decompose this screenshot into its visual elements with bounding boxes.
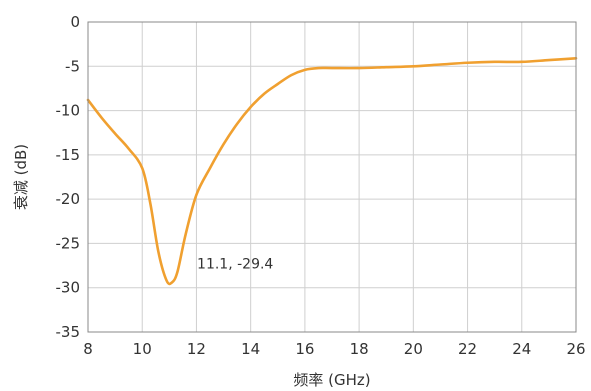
x-tick-label: 8 xyxy=(83,340,93,358)
x-tick-label: 10 xyxy=(133,340,152,358)
plot-border xyxy=(87,21,577,333)
x-tick-label: 12 xyxy=(187,340,206,358)
x-tick-label: 20 xyxy=(404,340,423,358)
y-tick-label: 0 xyxy=(70,13,80,31)
minimum-annotation: 11.1, -29.4 xyxy=(197,256,273,272)
x-tick-label: 14 xyxy=(241,340,260,358)
y-tick-label: -30 xyxy=(56,279,81,297)
y-tick-label: -10 xyxy=(56,102,81,120)
x-tick-label: 24 xyxy=(512,340,531,358)
y-tick-label: -20 xyxy=(56,190,81,208)
tick-labels: 8 10 12 14 16 18 20 22 24 26 0 -5 -10 -15 -20 -25 -30 -35 xyxy=(56,13,586,358)
y-tick-label: -15 xyxy=(56,146,81,164)
plot-background xyxy=(88,22,576,332)
y-tick-label: -25 xyxy=(56,234,81,252)
x-tick-label: 22 xyxy=(458,340,477,358)
x-axis-title: 频率 (GHz) xyxy=(293,371,370,389)
series-line xyxy=(86,57,578,286)
x-tick-label: 16 xyxy=(295,340,314,358)
y-tick-label: -5 xyxy=(65,57,80,75)
x-tick-label: 26 xyxy=(566,340,585,358)
y-axis-title: 衰减 (dB) xyxy=(12,144,30,210)
x-tick-label: 18 xyxy=(350,340,369,358)
y-tick-label: -35 xyxy=(56,323,81,341)
